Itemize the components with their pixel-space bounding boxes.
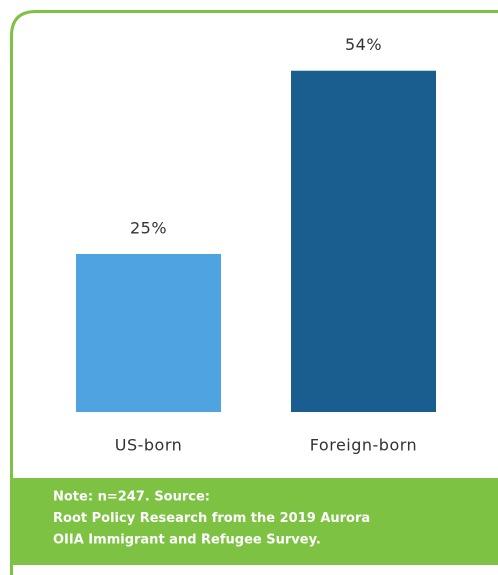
- footer-box: [10, 478, 498, 565]
- footer-note: Note: n=247. Source:: [53, 490, 210, 505]
- data-label: 25%: [130, 219, 167, 238]
- footer-note: Root Policy Research from the 2019 Auror…: [53, 511, 370, 526]
- category-label: US-born: [115, 436, 183, 455]
- frame: [10, 10, 498, 575]
- bar: [76, 254, 221, 412]
- data-label: 54%: [345, 35, 382, 54]
- category-label: Foreign-born: [310, 436, 417, 455]
- bar: [291, 70, 436, 412]
- footer-note: OIIA Immigrant and Refugee Survey.: [53, 533, 321, 548]
